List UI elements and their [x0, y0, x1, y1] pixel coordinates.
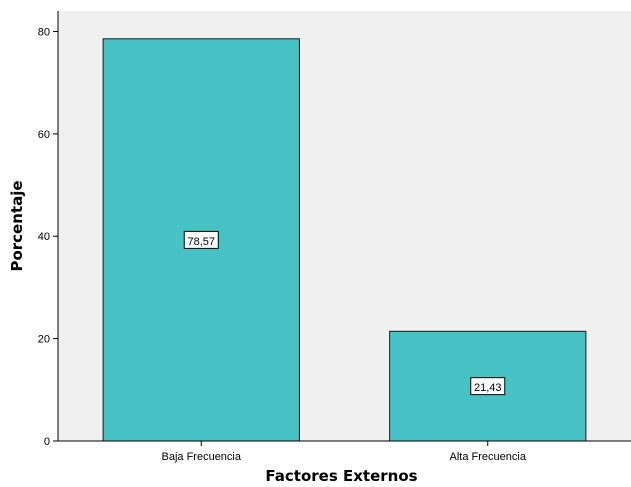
data-label-text: 78,57 — [187, 236, 215, 248]
y-tick-label: 60 — [38, 129, 50, 141]
data-label: 21,43 — [470, 377, 506, 396]
y-tick-label: 80 — [38, 26, 50, 38]
y-axis-title: Porcentaje — [8, 180, 26, 271]
y-tick-label: 20 — [38, 334, 50, 346]
x-axis-title: Factores Externos — [265, 467, 417, 485]
y-tick-label: 0 — [44, 436, 50, 448]
y-ticks-layer: 0 20 40 60 80 — [38, 26, 58, 448]
y-tick-label: 40 — [38, 231, 50, 243]
data-label: 78,57 — [183, 230, 219, 249]
data-label-text: 21,43 — [474, 382, 502, 394]
x-category-label: Baja Frecuencia — [162, 451, 242, 463]
data-labels-layer: 78,57 21,43 — [183, 230, 506, 396]
x-ticks-layer: Baja Frecuencia Alta Frecuencia — [162, 441, 527, 463]
x-category-label: Alta Frecuencia — [450, 451, 527, 463]
data-label-box — [183, 230, 219, 249]
data-label-box — [470, 377, 506, 396]
